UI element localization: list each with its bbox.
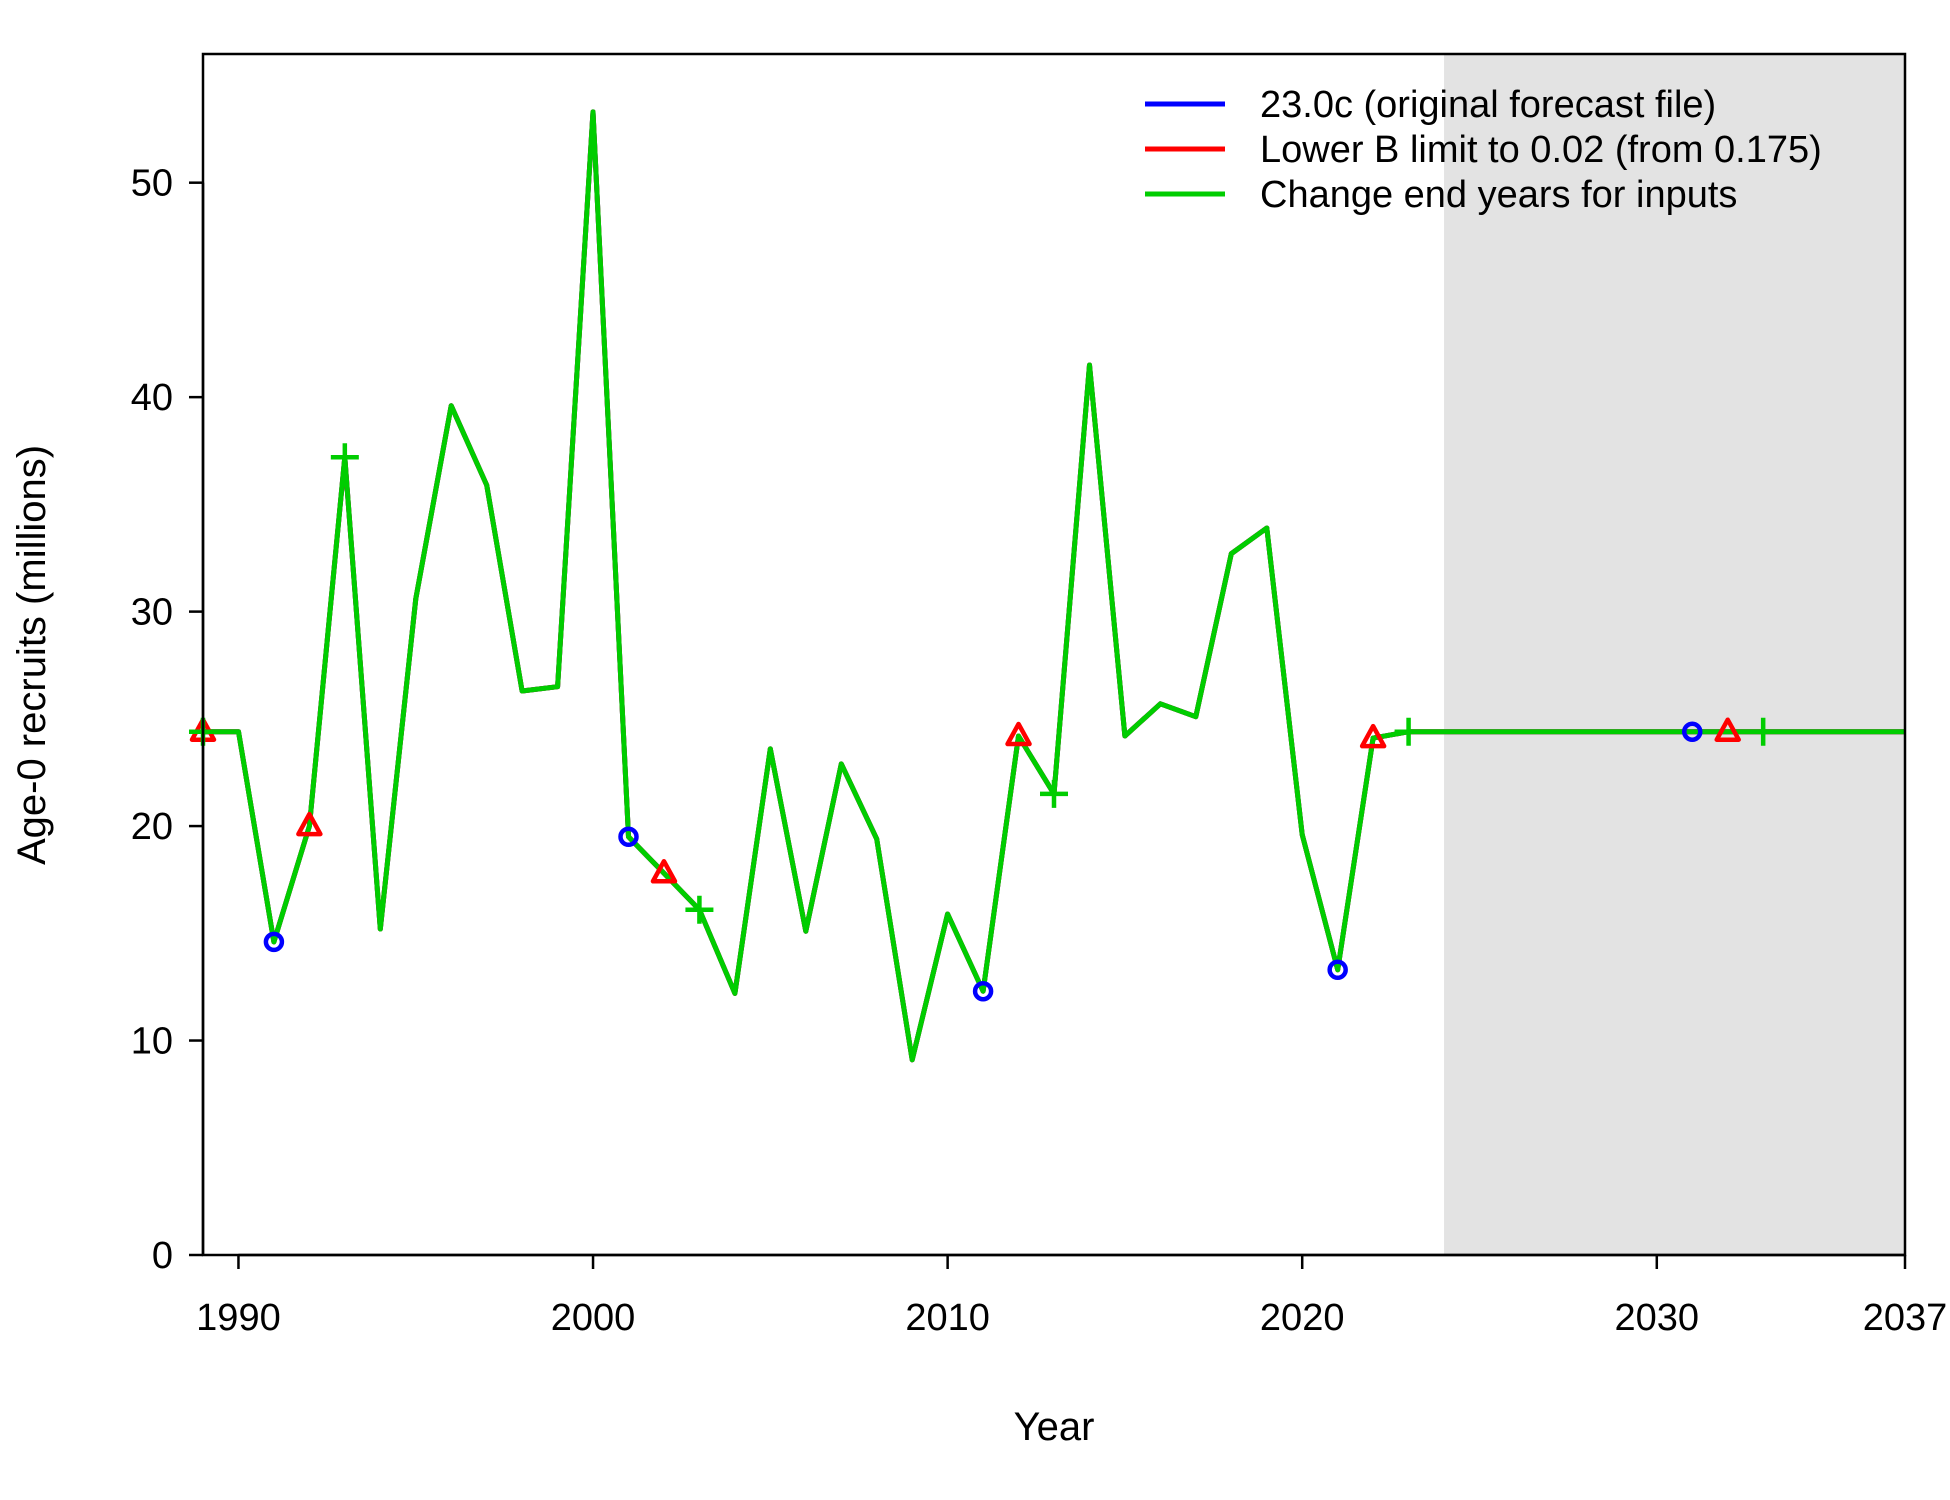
legend-label-1: 23.0c (original forecast file) — [1260, 84, 1716, 126]
series-1-marker — [1327, 959, 1348, 981]
series-3-marker — [1749, 717, 1778, 746]
series-1-marker — [263, 931, 285, 953]
series-2-marker — [1359, 723, 1387, 749]
series-2-marker — [650, 859, 678, 884]
y-tick-label: 50 — [131, 163, 173, 205]
series-3-marker — [1394, 717, 1423, 746]
x-tick-label: 2010 — [905, 1297, 990, 1339]
series-2-marker — [1714, 717, 1741, 742]
series-2-marker — [1005, 721, 1032, 747]
y-tick-label: 10 — [131, 1021, 173, 1063]
x-axis: 1990 2000 2010 2020 2030 2037 — [196, 1253, 1948, 1339]
x-tick-label: 2020 — [1260, 1297, 1345, 1339]
x-axis-title: Year — [1014, 1405, 1095, 1449]
series-1-marker — [972, 980, 994, 1002]
series-3-marker — [330, 443, 359, 472]
y-axis: 0 10 20 30 40 50 — [131, 163, 205, 1277]
series-1-marker — [1682, 721, 1703, 742]
series-3-marker — [1040, 779, 1068, 808]
legend-label-3: Change end years for inputs — [1260, 174, 1737, 216]
x-tick-label: 2037 — [1863, 1297, 1948, 1339]
x-tick-label: 1990 — [196, 1297, 281, 1339]
forecast-shading — [1444, 54, 1905, 1255]
x-tick-label: 2000 — [551, 1297, 636, 1339]
series-1-marker — [618, 826, 639, 848]
y-tick-label: 30 — [131, 592, 173, 634]
x-tick-label: 2030 — [1615, 1297, 1700, 1339]
series-2-marker — [296, 811, 323, 837]
y-tick-label: 0 — [152, 1235, 173, 1277]
y-tick-label: 20 — [131, 806, 173, 848]
legend: 23.0c (original forecast file)Lower B li… — [1145, 84, 1822, 216]
y-tick-label: 40 — [131, 377, 173, 419]
series-3-marker — [685, 895, 714, 924]
legend-label-2: Lower B limit to 0.02 (from 0.175) — [1260, 129, 1822, 171]
y-axis-title: Age-0 recruits (millions) — [10, 445, 54, 865]
